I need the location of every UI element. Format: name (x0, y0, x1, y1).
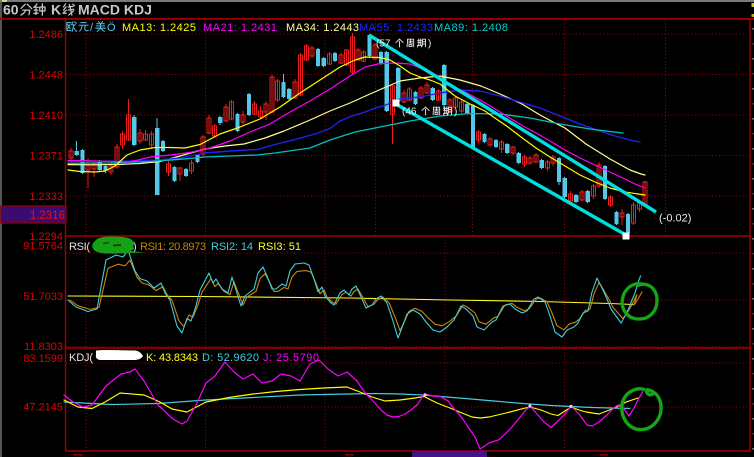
svg-text:1.2371: 1.2371 (29, 151, 63, 163)
svg-text:): ) (454, 107, 457, 118)
svg-text:47.2145: 47.2145 (23, 402, 63, 414)
svg-text:MA55: 1.2433: MA55: 1.2433 (359, 22, 433, 34)
svg-text:Ö: Ö (107, 22, 116, 34)
svg-text:11.8303: 11.8303 (24, 341, 63, 353)
svg-text:RSI1: 20.8973: RSI1: 20.8973 (140, 241, 206, 253)
svg-text:60: 60 (3, 2, 19, 18)
svg-text:D: 52.9620: D: 52.9620 (202, 352, 259, 364)
svg-text:MA34: 1.2443: MA34: 1.2443 (286, 22, 359, 34)
svg-text:RSI(: RSI( (69, 241, 90, 253)
svg-text:RSI3: 51: RSI3: 51 (258, 241, 301, 253)
svg-text:1.2333: 1.2333 (29, 191, 63, 203)
svg-text:1.2294: 1.2294 (29, 231, 63, 243)
svg-text:1.2316: 1.2316 (30, 210, 65, 222)
svg-text:): ) (133, 241, 137, 253)
svg-text:/: / (90, 22, 94, 34)
svg-text:MA89: 1.2408: MA89: 1.2408 (434, 22, 508, 34)
svg-text:51.7033: 51.7033 (23, 291, 63, 303)
svg-text:MACD KDJ: MACD KDJ (78, 2, 152, 18)
svg-text:(57: (57 (376, 39, 391, 50)
svg-text:1.2448: 1.2448 (29, 70, 63, 82)
svg-text:K: 43.8343: K: 43.8343 (146, 352, 198, 364)
svg-text:(-0.02): (-0.02) (659, 213, 691, 225)
svg-text:1.2410: 1.2410 (29, 110, 63, 122)
svg-text:J: 25.5790: J: 25.5790 (263, 352, 319, 364)
svg-text:(46: (46 (402, 107, 417, 118)
svg-text:KDJ(: KDJ( (69, 352, 93, 364)
svg-text:1.2486: 1.2486 (29, 29, 63, 41)
svg-text:83.1599: 83.1599 (23, 353, 63, 365)
svg-text:K: K (51, 2, 61, 18)
svg-text:MA13: 1.2425: MA13: 1.2425 (122, 22, 196, 34)
svg-text:): ) (428, 39, 431, 50)
svg-text:RSI2: 14: RSI2: 14 (211, 241, 253, 253)
svg-text:91.5764: 91.5764 (23, 241, 63, 253)
svg-text:MA21: 1.2431: MA21: 1.2431 (203, 22, 277, 34)
